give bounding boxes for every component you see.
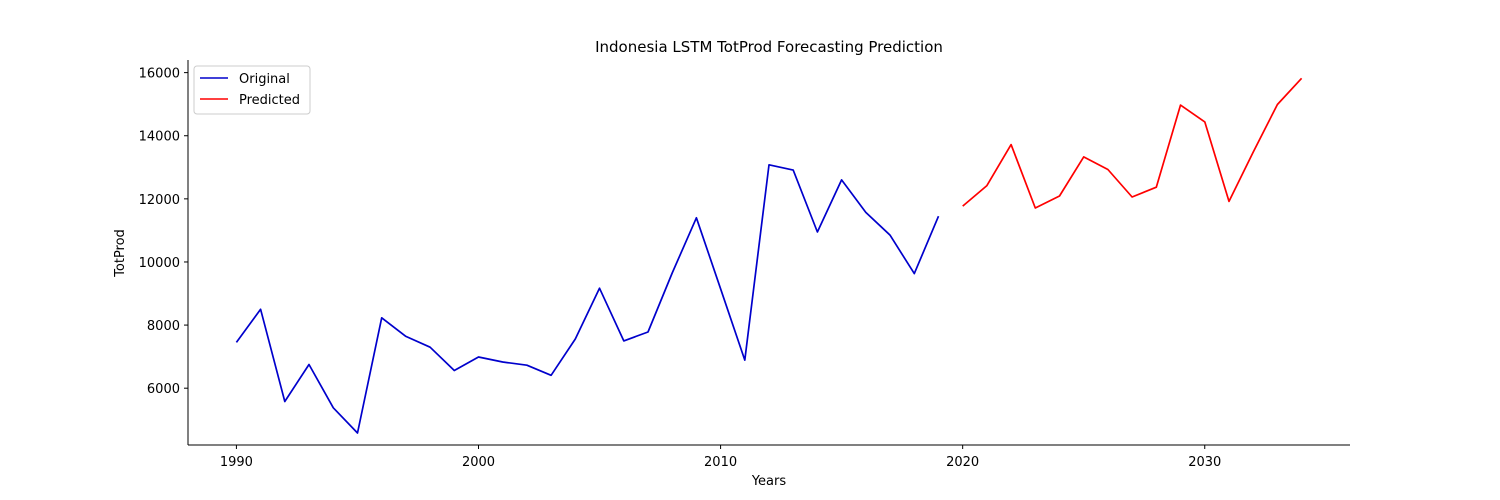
x-tick-label-2020: 2020 [946, 455, 979, 470]
series-line-predicted [962, 77, 1303, 209]
chart-title: Indonesia LSTM TotProd Forecasting Predi… [595, 38, 943, 56]
axes [187, 60, 1350, 446]
y-ticks: 6000 8000 10000 12000 14000 16000 [139, 67, 188, 397]
y-tick-label-14000: 14000 [139, 130, 180, 145]
x-tick-label-2030: 2030 [1188, 455, 1221, 470]
y-tick-label-10000: 10000 [139, 256, 180, 271]
plot-area [235, 77, 1303, 434]
series-line-original [235, 163, 940, 434]
y-tick-label-16000: 16000 [139, 67, 180, 82]
x-tick-label-2010: 2010 [704, 455, 737, 470]
x-ticks: 1990 2000 2010 2020 2030 [220, 445, 1221, 470]
legend: Original Predicted [193, 65, 311, 115]
y-tick-label-8000: 8000 [147, 319, 180, 334]
legend-label-original: Original [239, 72, 290, 87]
legend-label-predicted: Predicted [239, 93, 300, 108]
x-axis-label: Years [751, 474, 787, 489]
y-axis-label: TotProd [113, 229, 128, 278]
y-tick-label-6000: 6000 [147, 382, 180, 397]
x-tick-label-1990: 1990 [220, 455, 253, 470]
y-tick-label-12000: 12000 [139, 193, 180, 208]
x-tick-label-2000: 2000 [462, 455, 495, 470]
